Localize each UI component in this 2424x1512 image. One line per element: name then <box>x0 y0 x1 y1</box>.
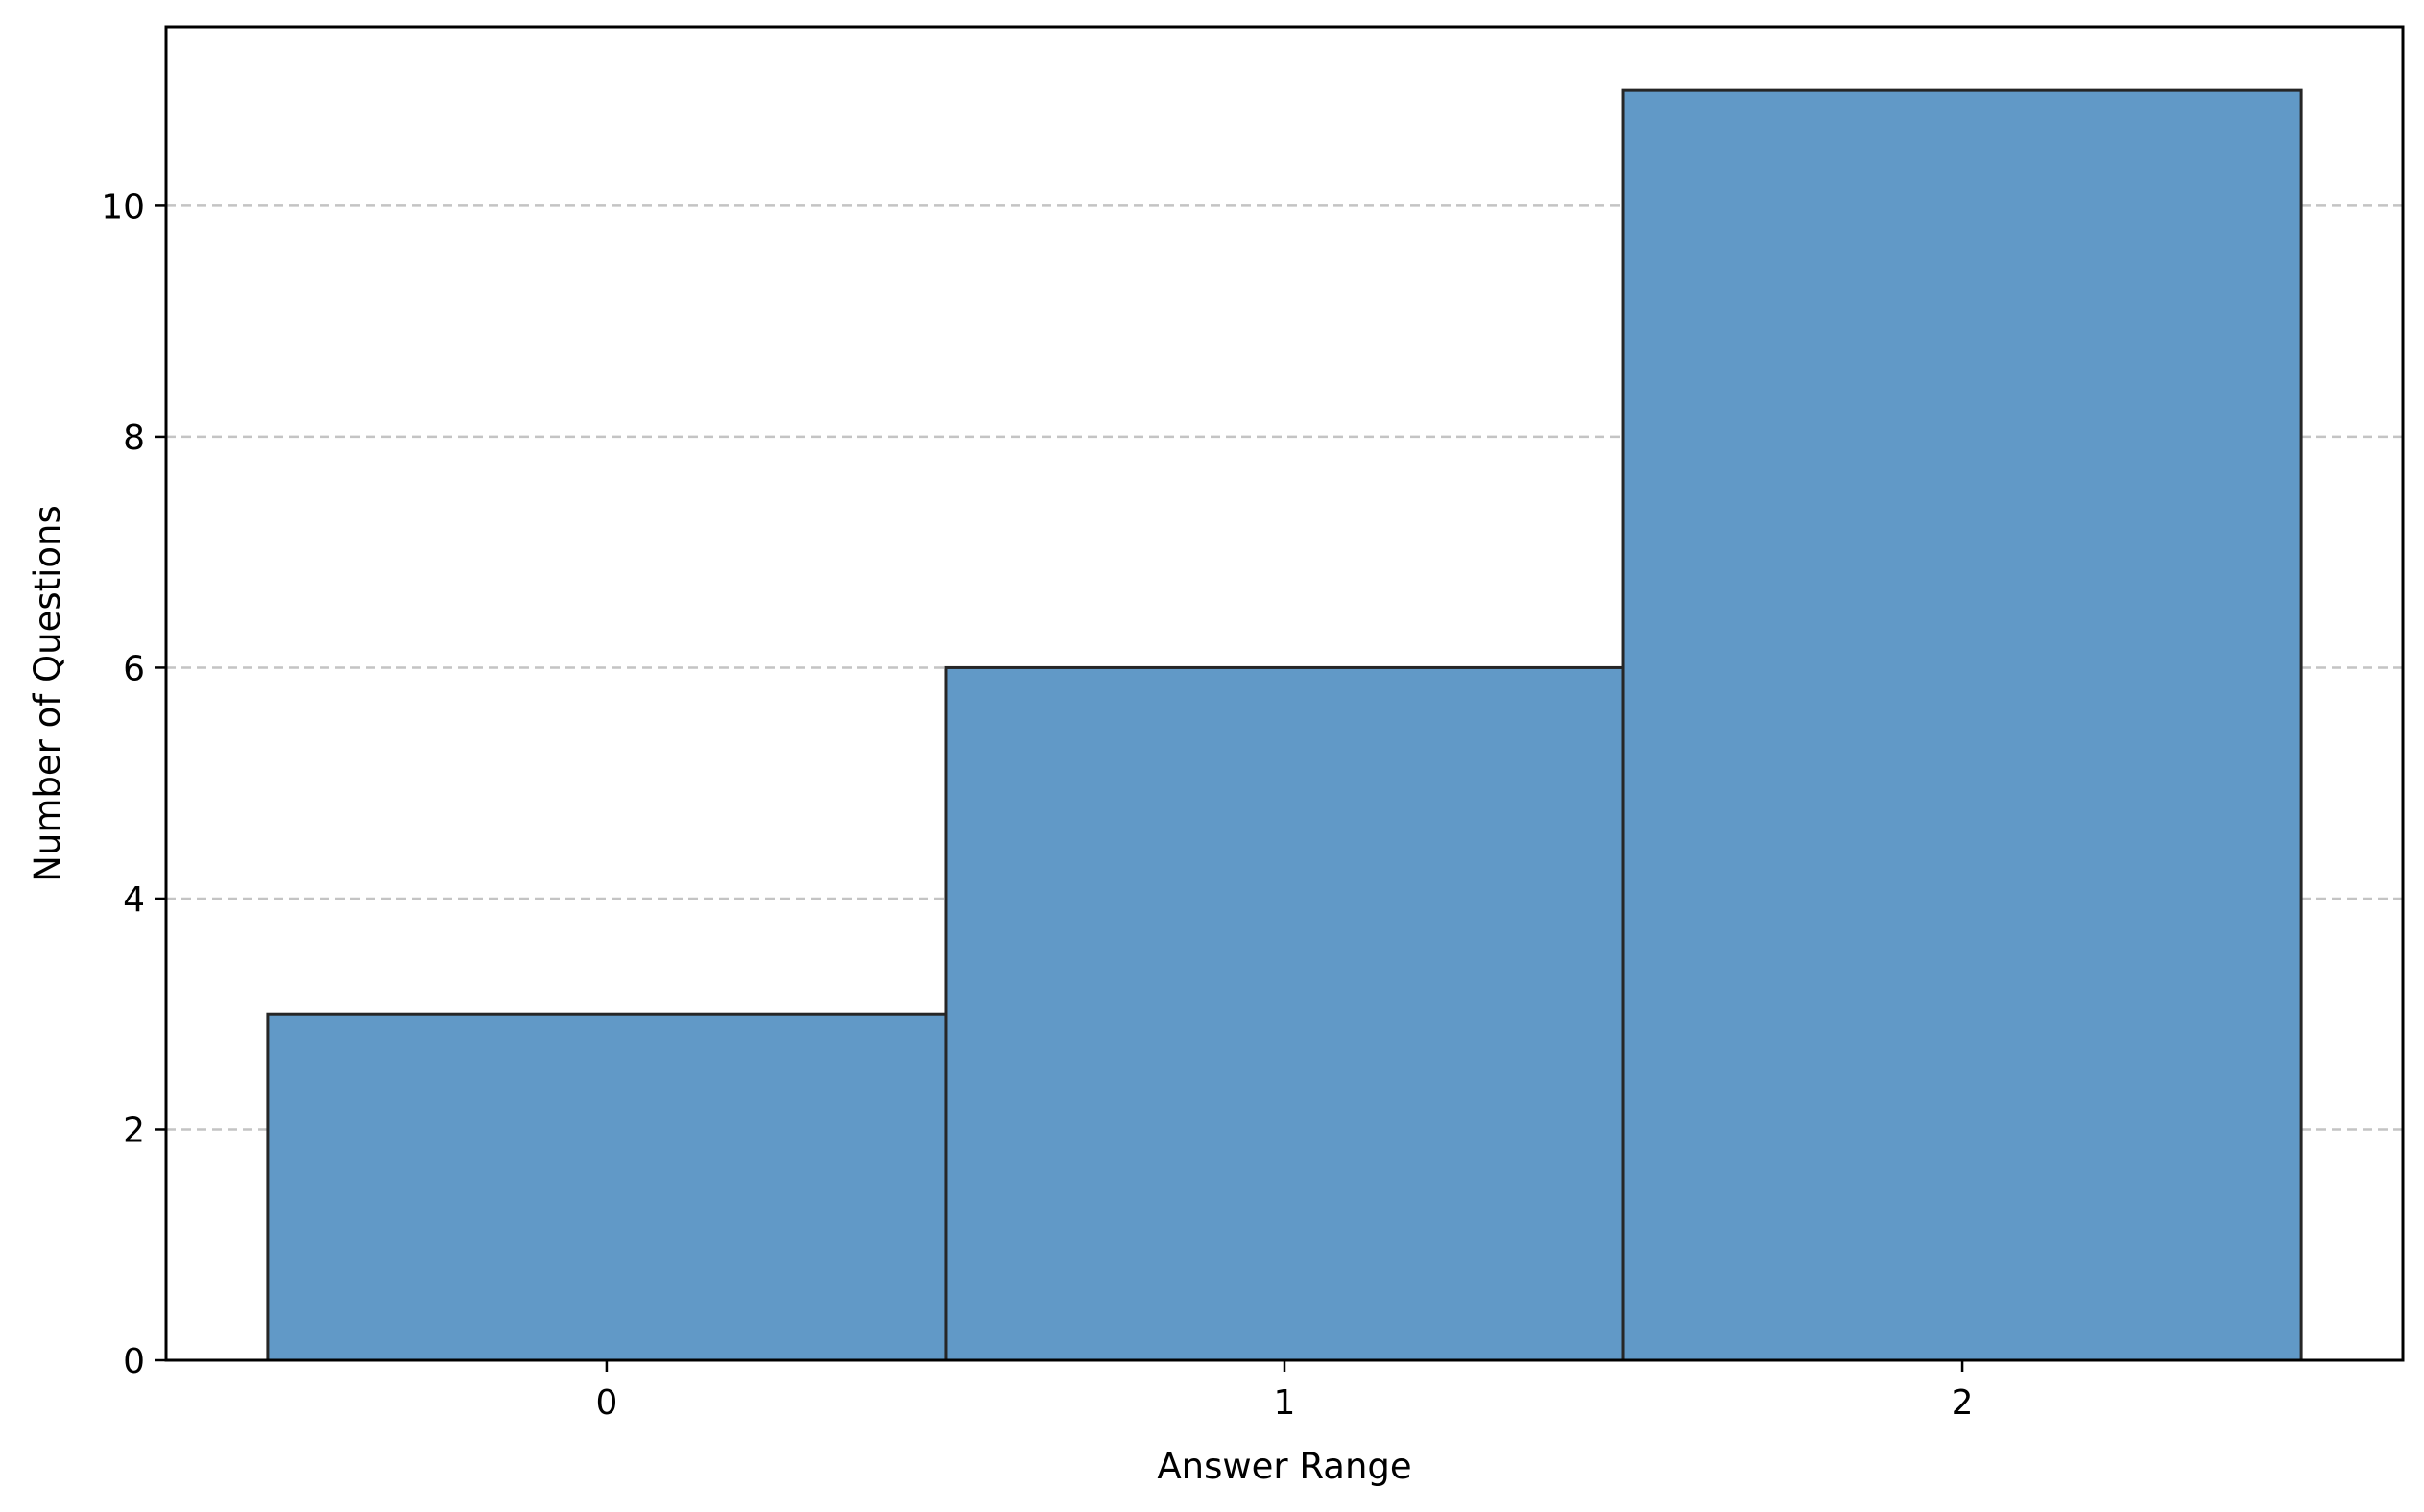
x-axis-label: Answer Range <box>1157 1446 1411 1487</box>
axis-ticks: 0 1 2 0 2 4 6 8 10 <box>101 187 1973 1423</box>
bars <box>266 88 2303 1362</box>
x-tick-label: 0 <box>595 1383 617 1423</box>
bar-2 <box>1621 88 2303 1362</box>
y-axis-label: Number of Questions <box>27 505 68 882</box>
x-tick-label: 2 <box>1952 1383 1974 1423</box>
bar-1 <box>944 665 1625 1362</box>
y-tick-label: 10 <box>101 187 145 227</box>
y-tick-label: 6 <box>123 649 145 688</box>
x-tick-label: 1 <box>1274 1383 1296 1423</box>
bar-0 <box>266 1012 948 1362</box>
y-tick-label: 0 <box>123 1342 145 1381</box>
y-tick-label: 8 <box>123 419 145 458</box>
y-tick-label: 4 <box>123 880 145 920</box>
y-tick-label: 2 <box>123 1111 145 1150</box>
